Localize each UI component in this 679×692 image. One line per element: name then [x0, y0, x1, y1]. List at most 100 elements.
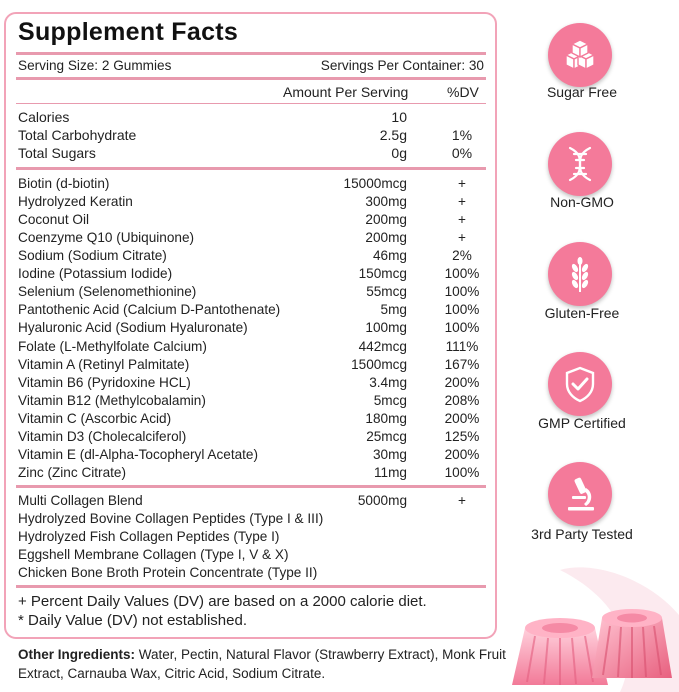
- nutrient-name: Vitamin A (Retinyl Palmitate): [18, 357, 190, 372]
- nutrient-name: Hydrolyzed Keratin: [18, 194, 133, 209]
- wheat-icon: [571, 257, 589, 292]
- nutrient-amount: 5mg: [380, 302, 407, 317]
- blend-rule: [16, 585, 486, 588]
- nutrient-name: Zinc (Zinc Citrate): [18, 465, 127, 480]
- dna-icon: [568, 146, 592, 182]
- nutrient-dv: 100%: [444, 320, 480, 335]
- nutrient-amount: 200mg: [365, 230, 407, 245]
- macro-amount: 2.5g: [379, 127, 407, 143]
- non-gmo-badge: [548, 132, 612, 196]
- nutrient-amount: 150mcg: [358, 266, 407, 281]
- gummy-left: [512, 618, 608, 685]
- nutrient-name: Vitamin C (Ascorbic Acid): [18, 411, 172, 426]
- nutrient-name: Coconut Oil: [18, 212, 90, 227]
- nutrient-amount: 1500mcg: [351, 357, 407, 372]
- nutrient-name: Iodine (Potassium Iodide): [18, 266, 173, 281]
- sugar-free-label: Sugar Free: [546, 84, 618, 100]
- macro-name: Total Sugars: [18, 145, 96, 161]
- macro-amount: 0g: [391, 145, 407, 161]
- nutrient-amount: 25mcg: [366, 429, 407, 444]
- nutrient-name: Sodium (Sodium Citrate): [18, 248, 167, 263]
- nutrient-dv: 125%: [444, 429, 480, 444]
- third-party-tested-label: 3rd Party Tested: [531, 526, 633, 542]
- nutrient-dv: +: [458, 176, 466, 191]
- nutrient-dv: 100%: [444, 284, 480, 299]
- macros-rule: [16, 167, 486, 170]
- nutrient-amount: 30mg: [372, 447, 407, 462]
- nutrient-amount: 15000mcg: [343, 176, 407, 191]
- blend-item: Hydrolyzed Fish Collagen Peptides (Type …: [18, 529, 280, 544]
- shield-check-icon: [565, 366, 595, 403]
- nutrient-amount: 300mg: [365, 194, 407, 209]
- nutrient-name: Vitamin E (dl-Alpha-Tocopheryl Acetate): [18, 447, 259, 462]
- blend-item: Chicken Bone Broth Protein Concentrate (…: [18, 565, 318, 580]
- macro-dv: 1%: [451, 127, 473, 143]
- header-rule: [16, 103, 486, 104]
- nutrient-dv: 200%: [444, 375, 480, 390]
- nutrient-name: Selenium (Selenomethionine): [18, 284, 197, 299]
- supplement-facts-title: Supplement Facts: [18, 18, 239, 46]
- nutrient-dv: 100%: [444, 465, 480, 480]
- nutrient-amount: 46mg: [372, 248, 407, 263]
- nutrient-amount: 200mg: [365, 212, 407, 227]
- dv-header: %DV: [447, 84, 479, 100]
- nutrients-rule: [16, 485, 486, 488]
- other-ingredients-label: Other Ingredients:: [18, 647, 136, 662]
- nutrient-dv: 167%: [444, 357, 480, 372]
- amount-per-serving-header: Amount Per Serving: [283, 84, 409, 100]
- nutrient-dv: +: [458, 212, 466, 227]
- servings-per-container: Servings Per Container: 30: [320, 58, 484, 73]
- nutrient-name: Coenzyme Q10 (Ubiquinone): [18, 230, 195, 245]
- nutrient-name: Folate (L-Methylfolate Calcium): [18, 339, 207, 354]
- other-ingredients: Other Ingredients: Water, Pectin, Natura…: [18, 645, 518, 683]
- blend-amount: 5000mg: [357, 493, 407, 508]
- macro-dv: 0%: [451, 145, 473, 161]
- footnote-dv-basis: + Percent Daily Values (DV) are based on…: [18, 593, 427, 610]
- nutrient-name: Vitamin B6 (Pyridoxine HCL): [18, 375, 191, 390]
- nutrient-dv: 100%: [444, 302, 480, 317]
- gummy-right: [592, 609, 672, 678]
- sugar-cubes-icon: [565, 39, 595, 70]
- gmp-certified-badge: [548, 352, 612, 416]
- serving-rule: [16, 77, 486, 80]
- nutrient-name: Pantothenic Acid (Calcium D-Pantothenate…: [18, 302, 281, 317]
- nutrient-dv: 200%: [444, 447, 480, 462]
- nutrient-name: Hyaluronic Acid (Sodium Hyaluronate): [18, 320, 248, 335]
- non-gmo-label: Non-GMO: [550, 194, 614, 210]
- nutrient-dv: 208%: [444, 393, 480, 408]
- gummies-illustration: [512, 567, 679, 692]
- nutrient-dv: 111%: [445, 339, 479, 354]
- gluten-free-label: Gluten-Free: [544, 305, 620, 321]
- serving-size: Serving Size: 2 Gummies: [18, 58, 172, 73]
- nutrient-amount: 180mg: [365, 411, 407, 426]
- gmp-certified-label: GMP Certified: [538, 415, 626, 431]
- blend-item: Hydrolyzed Bovine Collagen Peptides (Typ…: [18, 511, 324, 526]
- macro-name: Calories: [18, 109, 70, 125]
- other-ingredients-text: Water, Pectin, Natural Flavor (Strawberr…: [18, 647, 506, 681]
- nutrient-dv: 2%: [452, 248, 472, 263]
- nutrient-amount: 55mcg: [366, 284, 407, 299]
- nutrient-dv: 100%: [444, 266, 480, 281]
- blend-item: Eggshell Membrane Collagen (Type I, V & …: [18, 547, 289, 562]
- gluten-free-badge: [548, 242, 612, 306]
- nutrient-dv: +: [458, 230, 466, 245]
- nutrient-amount: 442mcg: [358, 339, 407, 354]
- nutrient-name: Biotin (d-biotin): [18, 176, 110, 191]
- nutrient-name: Vitamin B12 (Methylcobalamin): [18, 393, 206, 408]
- macro-name: Total Carbohydrate: [18, 127, 137, 143]
- blend-dv: +: [458, 493, 466, 508]
- blend-name: Multi Collagen Blend: [18, 493, 143, 508]
- nutrient-amount: 5mcg: [373, 393, 407, 408]
- nutrient-amount: 11mg: [374, 465, 407, 480]
- third-party-tested-badge: [548, 462, 612, 526]
- nutrient-name: Vitamin D3 (Cholecalciferol): [18, 429, 187, 444]
- title-rule: [16, 52, 486, 55]
- microscope-icon: [568, 477, 594, 511]
- footnote-not-established: * Daily Value (DV) not established.: [18, 612, 247, 629]
- sugar-free-badge: [548, 23, 612, 87]
- nutrient-amount: 3.4mg: [369, 375, 407, 390]
- nutrient-dv: +: [458, 194, 466, 209]
- supplement-facts-panel: [4, 12, 497, 639]
- nutrient-dv: 200%: [444, 411, 480, 426]
- nutrient-amount: 100mg: [365, 320, 407, 335]
